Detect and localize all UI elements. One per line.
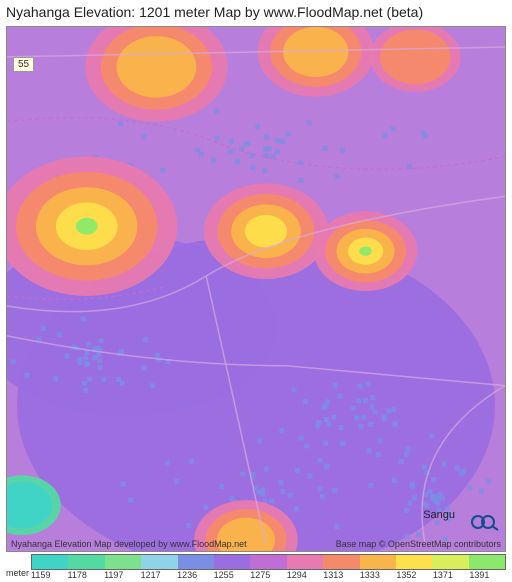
legend-segment — [32, 555, 68, 569]
legend-tick: 1197 — [104, 570, 141, 580]
legend-segment — [360, 555, 396, 569]
legend-tick: 1236 — [177, 570, 214, 580]
legend-tick-row: 1159117811971217123612551275129413131333… — [31, 570, 506, 580]
credit-text: Nyahanga Elevation Map developed by www.… — [11, 539, 247, 549]
legend-tick: 1352 — [396, 570, 433, 580]
legend-segment — [68, 555, 104, 569]
legend-tick: 1217 — [141, 570, 178, 580]
legend-segment — [105, 555, 141, 569]
road-number-badge: 55 — [13, 57, 34, 72]
map-viewport[interactable]: 55 Sangu Nyahanga Elevation Map develope… — [6, 26, 506, 552]
legend-scale: 1159117811971217123612551275129413131333… — [31, 554, 506, 580]
legend-segment — [178, 555, 214, 569]
legend-segment — [287, 555, 323, 569]
legend-segment — [141, 555, 177, 569]
legend-segment — [396, 555, 432, 569]
legend-segment — [323, 555, 359, 569]
magnifier-icon[interactable] — [469, 513, 499, 531]
legend-color-bar — [31, 554, 506, 570]
legend-tick: 1391 — [469, 570, 506, 580]
legend-tick: 1371 — [433, 570, 470, 580]
place-label-sangu: Sangu — [423, 509, 455, 521]
legend-segment — [469, 555, 505, 569]
legend-tick: 1159 — [31, 570, 68, 580]
legend-segment — [432, 555, 468, 569]
legend-tick: 1178 — [68, 570, 105, 580]
legend-tick: 1275 — [250, 570, 287, 580]
attribution-text: Base map © OpenStreetMap contributors — [336, 539, 501, 549]
legend-tick: 1294 — [287, 570, 324, 580]
legend-segment — [214, 555, 250, 569]
elevation-legend: meter 1159117811971217123612551275129413… — [0, 552, 512, 580]
legend-tick: 1333 — [360, 570, 397, 580]
legend-segment — [250, 555, 286, 569]
legend-tick: 1313 — [323, 570, 360, 580]
legend-unit-label: meter — [6, 568, 29, 580]
elevation-map-container: Nyahanga Elevation: 1201 meter Map by ww… — [0, 0, 512, 582]
map-title: Nyahanga Elevation: 1201 meter Map by ww… — [0, 0, 512, 26]
elevation-map-canvas — [7, 27, 505, 551]
legend-tick: 1255 — [214, 570, 251, 580]
